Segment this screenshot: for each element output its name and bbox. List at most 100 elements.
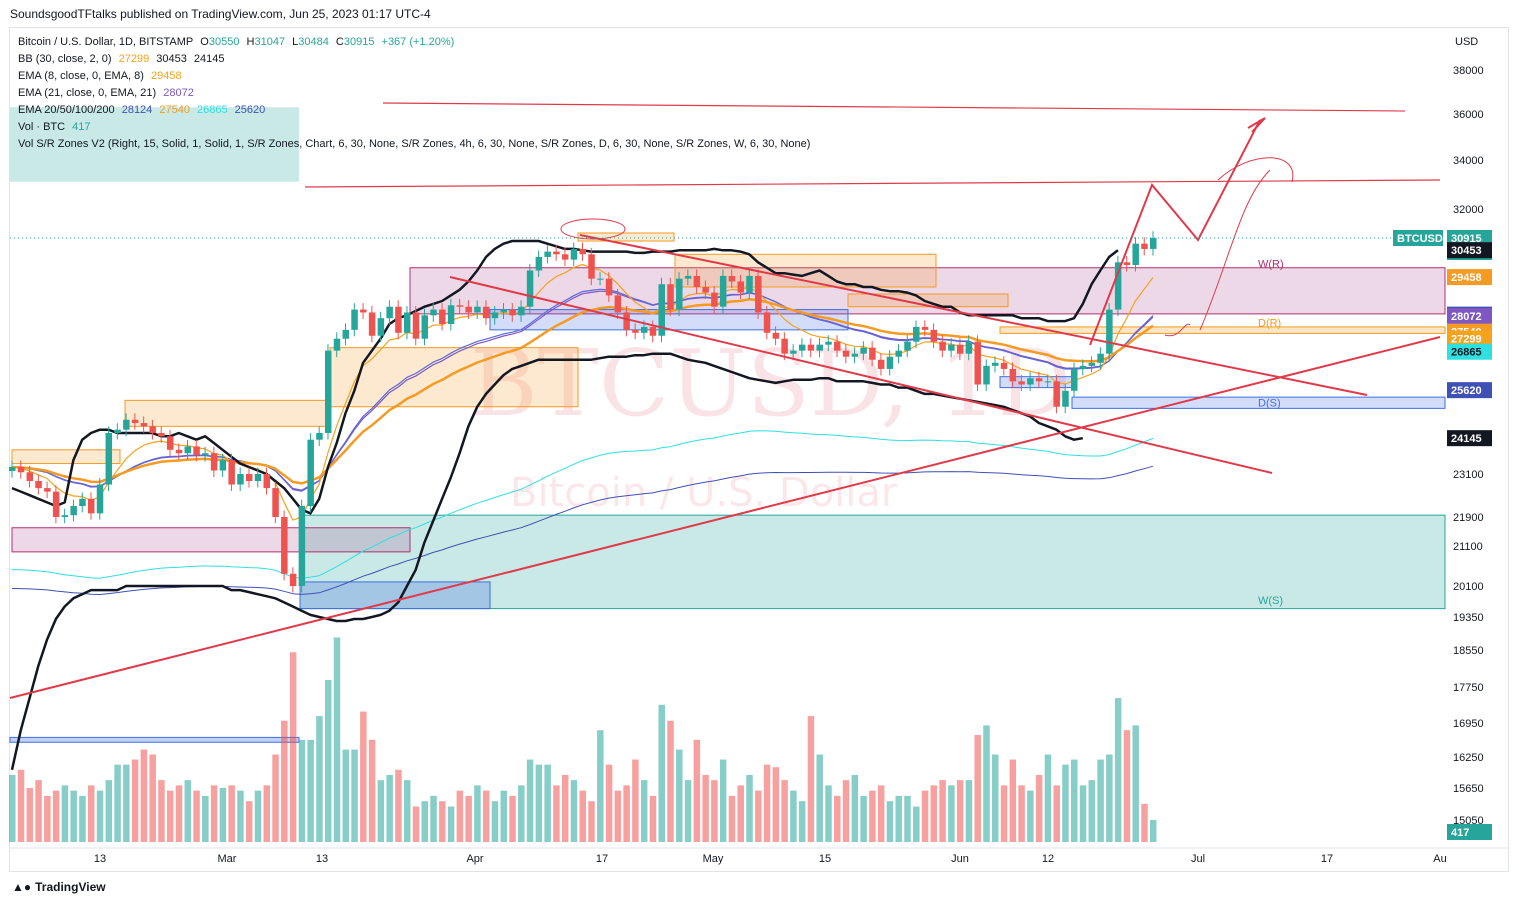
volume-bar — [105, 780, 113, 842]
volume-bar — [1141, 803, 1148, 842]
candle-body — [149, 426, 156, 433]
volume-bar — [1071, 759, 1078, 842]
candle-body — [272, 488, 279, 517]
candle-body — [403, 312, 411, 333]
volume-bar — [228, 785, 235, 842]
price-badge-bg — [1447, 242, 1492, 259]
candle-body — [430, 309, 437, 316]
legend: Bitcoin / U.S. Dollar, 1D, BITSTAMP O305… — [18, 34, 814, 153]
candle-body — [877, 359, 885, 369]
candle-body — [579, 248, 586, 255]
price-badge: 27299 — [1447, 330, 1492, 347]
volume-bar — [825, 785, 832, 842]
candle-body — [544, 251, 551, 257]
volume-bar — [956, 780, 964, 842]
volume-bar — [1000, 785, 1008, 842]
zone-left-pink — [11, 527, 411, 553]
volume-bar — [114, 764, 121, 842]
volume-bar — [684, 780, 692, 842]
volume-bar — [869, 790, 876, 842]
price-badge-bg — [1447, 230, 1492, 246]
volume-bar — [482, 790, 490, 842]
candle-body — [632, 329, 639, 333]
publisher-line: SoundsgoodTFtalks published on TradingVi… — [10, 7, 431, 21]
volume-bar — [96, 790, 104, 842]
price-badge-value: 30915 — [1451, 233, 1482, 245]
candle-body — [491, 312, 499, 319]
volume-bar — [772, 767, 780, 842]
ema8-value: 29458 — [151, 70, 182, 82]
candle-body — [816, 344, 823, 351]
volume-bar — [35, 780, 42, 842]
candle-body — [368, 312, 376, 336]
bb-lower-line — [10, 352, 1084, 771]
price-badge: 24145 — [1447, 430, 1492, 447]
candle-body — [166, 436, 174, 450]
volume-bar — [614, 790, 622, 842]
candle-body — [851, 353, 859, 357]
legend-ema8-row[interactable]: EMA (8, close, 0, EMA, 8) 29458 — [18, 68, 814, 85]
resistance-line — [304, 179, 1441, 188]
hand-curve-top — [1217, 157, 1294, 183]
volume-bar — [851, 774, 859, 842]
candle-body — [535, 256, 543, 271]
candle-body — [1009, 368, 1017, 382]
zone-orange-2 — [124, 399, 331, 427]
legend-ema-multi-row[interactable]: EMA 20/50/100/200 28124 27540 26865 2562… — [18, 102, 814, 119]
candle-body — [772, 332, 780, 339]
candle-body — [1018, 381, 1025, 385]
candle-body — [289, 573, 297, 586]
volume-bar — [123, 764, 130, 842]
chart-frame[interactable] — [9, 27, 1509, 872]
footer-brand[interactable]: ▲● TradingView — [12, 880, 106, 894]
candle-body — [447, 305, 455, 325]
candle-body — [324, 350, 332, 433]
bb-upper-value: 30453 — [156, 53, 187, 65]
candle-body — [1150, 238, 1157, 249]
price-badge-value: 29458 — [1451, 272, 1482, 284]
price-badge-value: 30453 — [1451, 245, 1482, 257]
ema20-value: 28124 — [121, 104, 153, 116]
candle-body — [1035, 378, 1043, 382]
candle-body — [588, 254, 595, 279]
candle-body — [860, 347, 867, 354]
candle-body — [9, 467, 16, 472]
legend-ema21-row[interactable]: EMA (21, close, 0, EMA, 21) 28072 — [18, 85, 814, 102]
legend-vol-row[interactable]: Vol · BTC 417 — [18, 119, 814, 136]
legend-sr-row[interactable]: Vol S/R Zones V2 (Right, 15, Solid, 1, S… — [18, 136, 814, 153]
volume-bar — [1009, 759, 1017, 842]
candle-body — [44, 488, 51, 492]
candle-body — [17, 467, 25, 473]
candle-body — [237, 474, 244, 485]
volume-bar — [913, 806, 920, 842]
candle-body — [974, 341, 981, 385]
candle-body — [465, 306, 472, 313]
volume-bar — [245, 801, 253, 842]
volume-bar — [377, 780, 385, 842]
axis-currency-label: USD — [1455, 36, 1478, 48]
volume-bar — [281, 720, 288, 842]
y-tick-label: 19350 — [1453, 612, 1484, 624]
x-tick-label: Mar — [218, 853, 237, 865]
candle-body — [509, 309, 516, 316]
zone-label: W(S) — [1258, 595, 1283, 607]
x-tick-label: Jul — [1191, 853, 1205, 865]
volume-bar — [140, 749, 148, 842]
price-badge-bg — [1447, 269, 1492, 286]
legend-bb-row[interactable]: BB (30, close, 2, 0) 27299 30453 24145 — [18, 51, 814, 68]
candle-body — [351, 309, 358, 330]
volume-bar — [518, 785, 525, 842]
candle-body — [948, 344, 955, 351]
candle-body — [1097, 353, 1104, 363]
zone-orange-top — [577, 232, 675, 242]
volume-bar — [184, 780, 192, 842]
candle-body — [553, 251, 560, 255]
volume-bar — [149, 754, 156, 842]
candle-body — [781, 338, 788, 354]
zone-label: W(R) — [1258, 259, 1284, 271]
volume-bar — [526, 759, 534, 842]
volume-bar — [649, 795, 657, 842]
candle-body — [377, 318, 385, 336]
candle-body — [684, 275, 692, 279]
